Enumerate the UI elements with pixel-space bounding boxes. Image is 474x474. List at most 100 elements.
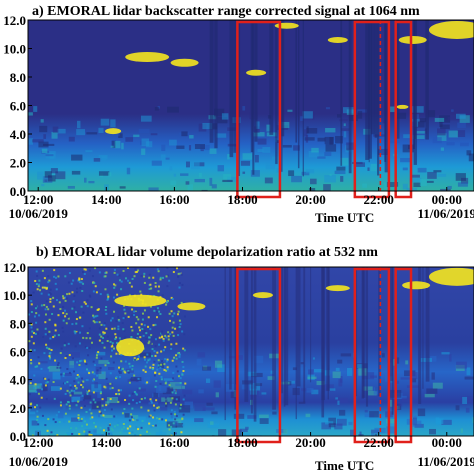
heatmap-speckle bbox=[139, 290, 142, 293]
heatmap-speckle bbox=[47, 333, 50, 336]
heatmap-feature bbox=[327, 36, 348, 43]
heatmap-speckle bbox=[124, 371, 127, 374]
heatmap-texture bbox=[397, 367, 408, 372]
heatmap-speckle bbox=[167, 333, 170, 336]
heatmap-texture bbox=[417, 408, 426, 417]
heatmap-speckle bbox=[124, 312, 127, 315]
heatmap-speckle bbox=[46, 429, 49, 432]
heatmap-texture bbox=[252, 396, 262, 399]
heatmap-speckle bbox=[111, 317, 114, 320]
highlight-box bbox=[394, 267, 413, 444]
heatmap-speckle bbox=[104, 364, 107, 367]
heatmap-texture bbox=[402, 183, 408, 190]
heatmap-speckle bbox=[65, 403, 68, 406]
heatmap-speckle bbox=[171, 331, 174, 334]
heatmap-streak bbox=[422, 267, 424, 389]
heatmap-speckle bbox=[117, 328, 120, 331]
heatmap-speckle bbox=[93, 421, 96, 424]
heatmap-speckle bbox=[133, 417, 136, 420]
heatmap-texture bbox=[402, 144, 415, 153]
heatmap-speckle bbox=[68, 272, 71, 275]
heatmap-streak bbox=[280, 267, 284, 394]
heatmap-speckle bbox=[182, 366, 185, 369]
heatmap-speckle bbox=[143, 275, 146, 278]
heatmap-speckle bbox=[172, 422, 175, 425]
heatmap-speckle bbox=[154, 371, 157, 374]
heatmap-speckle bbox=[81, 289, 84, 292]
heatmap-speckle bbox=[64, 356, 67, 359]
heatmap-texture bbox=[52, 126, 59, 133]
heatmap-speckle bbox=[30, 362, 33, 365]
heatmap-speckle bbox=[104, 386, 107, 389]
heatmap-texture bbox=[150, 364, 159, 370]
heatmap-speckle bbox=[117, 392, 120, 395]
heatmap-speckle bbox=[41, 414, 44, 417]
heatmap-texture bbox=[221, 113, 229, 120]
heatmap-speckle bbox=[98, 327, 101, 330]
heatmap-speckle bbox=[175, 415, 178, 418]
heatmap-texture bbox=[401, 397, 414, 402]
heatmap-speckle bbox=[183, 349, 186, 352]
heatmap-speckle bbox=[122, 317, 125, 320]
heatmap-speckle bbox=[47, 418, 50, 421]
heatmap-speckle bbox=[28, 313, 31, 316]
heatmap-speckle bbox=[83, 359, 86, 362]
heatmap-texture bbox=[412, 135, 425, 140]
heatmap-speckle bbox=[168, 428, 171, 431]
heatmap-texture bbox=[348, 421, 353, 426]
heatmap-speckle bbox=[77, 400, 80, 403]
heatmap-speckle bbox=[76, 374, 79, 377]
heatmap-texture bbox=[150, 133, 158, 136]
heatmap-texture bbox=[85, 378, 89, 382]
heatmap-texture bbox=[157, 420, 167, 424]
heatmap-texture bbox=[103, 415, 113, 418]
heatmap-speckle bbox=[83, 268, 86, 271]
highlight-box bbox=[236, 20, 282, 199]
heatmap-texture bbox=[300, 362, 304, 365]
heatmap-speckle bbox=[154, 345, 157, 348]
heatmap-texture bbox=[240, 160, 251, 166]
x-tick-label: 14:00 bbox=[91, 435, 121, 450]
heatmap-speckle bbox=[118, 375, 121, 378]
heatmap-speckle bbox=[64, 309, 67, 312]
heatmap-speckle bbox=[53, 269, 56, 272]
heatmap-speckle bbox=[176, 313, 179, 316]
heatmap-speckle bbox=[139, 329, 142, 332]
heatmap-texture bbox=[300, 116, 304, 121]
heatmap-speckle bbox=[119, 279, 122, 282]
heatmap-speckle bbox=[148, 432, 151, 435]
heatmap-speckle bbox=[178, 272, 181, 275]
heatmap-speckle bbox=[99, 293, 102, 296]
heatmap-streak bbox=[310, 267, 312, 383]
heatmap-speckle bbox=[129, 425, 132, 428]
heatmap-speckle bbox=[52, 381, 55, 384]
heatmap-speckle bbox=[44, 333, 47, 336]
heatmap-speckle bbox=[45, 398, 48, 401]
heatmap-speckle bbox=[59, 387, 62, 390]
heatmap-texture bbox=[342, 107, 354, 114]
heatmap-speckle bbox=[36, 288, 39, 291]
heatmap-speckle bbox=[34, 307, 37, 310]
heatmap-speckle bbox=[37, 356, 40, 359]
heatmap-streak bbox=[327, 267, 329, 400]
heatmap-texture bbox=[362, 183, 368, 188]
heatmap-texture bbox=[233, 413, 245, 419]
heatmap-speckle bbox=[162, 337, 165, 340]
heatmap-texture bbox=[227, 154, 230, 160]
heatmap-speckle bbox=[34, 332, 37, 335]
heatmap-speckle bbox=[134, 267, 137, 270]
heatmap-speckle bbox=[155, 399, 158, 402]
heatmap-speckle bbox=[135, 393, 138, 396]
heatmap-speckle bbox=[56, 366, 59, 369]
heatmap-speckle bbox=[137, 355, 140, 358]
heatmap-speckle bbox=[37, 285, 40, 288]
heatmap-speckle bbox=[130, 335, 133, 338]
heatmap-texture bbox=[57, 413, 64, 419]
heatmap-speckle bbox=[88, 433, 91, 436]
heatmap-speckle bbox=[176, 352, 179, 355]
heatmap-speckle bbox=[133, 374, 136, 377]
heatmap-speckle bbox=[122, 423, 125, 426]
heatmap-speckle bbox=[176, 328, 179, 331]
heatmap-texture bbox=[138, 128, 150, 134]
heatmap-speckle bbox=[94, 267, 97, 270]
